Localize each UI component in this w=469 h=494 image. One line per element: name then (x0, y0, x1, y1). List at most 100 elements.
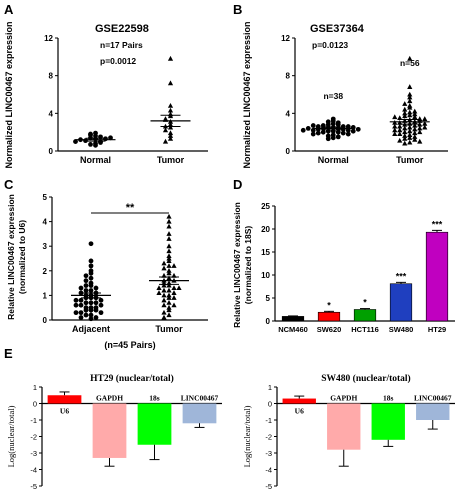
bar (281, 316, 305, 322)
x-tick-label: SW480 (389, 325, 414, 334)
data-point (407, 139, 413, 145)
data-point (402, 133, 408, 138)
y-tick-label: -4 (30, 466, 37, 475)
data-point (161, 297, 167, 303)
data-point (83, 273, 89, 279)
data-point (402, 110, 408, 116)
x-tick-label: U6 (60, 407, 69, 416)
y-tick-label: 5 (266, 294, 271, 303)
data-point (166, 287, 172, 293)
data-point (422, 116, 428, 121)
data-point (161, 292, 167, 298)
bar (92, 403, 127, 458)
x-tick-label: Tumor (157, 155, 185, 165)
data-point (167, 55, 174, 61)
data-point (167, 113, 174, 119)
data-point (407, 94, 413, 100)
data-point (412, 134, 418, 139)
data-point (167, 121, 174, 127)
data-point (88, 283, 94, 288)
data-point (355, 126, 361, 132)
chart-title: SW480 (nuclear/total) (321, 373, 410, 384)
data-point (392, 123, 398, 129)
data-point (330, 135, 336, 141)
y-tick-label: 0 (266, 317, 271, 326)
data-point (161, 302, 167, 308)
data-point (156, 290, 162, 295)
data-point (392, 114, 398, 120)
data-point (412, 108, 418, 114)
data-point (88, 131, 93, 137)
data-point (166, 270, 172, 276)
data-point (166, 299, 172, 305)
data-point (83, 283, 89, 288)
data-point (162, 138, 169, 144)
y-tick-label: -5 (265, 482, 272, 491)
panel-label-c: C (4, 177, 14, 192)
n-label: n=56 (400, 58, 420, 68)
data-point (335, 134, 341, 140)
data-point (161, 265, 167, 271)
data-point (161, 287, 167, 293)
bar (137, 403, 172, 445)
data-point (161, 314, 167, 320)
bar (47, 395, 82, 404)
x-tick-label: NCM460 (278, 325, 308, 334)
chart-note: n=17 Pairs (100, 40, 143, 50)
x-tick-label: GAPDH (330, 394, 357, 403)
data-point (93, 141, 98, 146)
data-point (166, 243, 172, 249)
x-tick-label: GAPDH (96, 394, 123, 403)
x-tick-label: Adjacent (72, 324, 110, 334)
data-point (88, 241, 94, 247)
data-point (167, 133, 174, 138)
y-tick-label: 1 (33, 383, 37, 392)
data-point (171, 285, 177, 291)
chart-title: HT29 (nuclear/total) (90, 373, 174, 384)
y-tick-label: 15 (261, 248, 270, 257)
y-axis-title: Normalized LINC00467 expression (4, 21, 14, 168)
data-point (412, 122, 418, 128)
data-point (166, 312, 172, 318)
data-point (402, 106, 408, 112)
bar (353, 309, 377, 322)
y-axis-title: Normalized LINC00467 expression (242, 21, 252, 168)
sig-label: ** (126, 202, 135, 214)
bar (182, 403, 217, 424)
data-point (166, 255, 172, 261)
bar (416, 403, 450, 420)
panel-label-b: B (233, 2, 242, 17)
data-point (166, 248, 172, 254)
y-tick-label: 0 (43, 316, 48, 325)
data-point (417, 125, 423, 131)
data-point (83, 288, 89, 293)
data-point (407, 55, 413, 61)
y-tick-label: -3 (265, 449, 272, 458)
data-point (330, 121, 336, 127)
data-point (397, 131, 403, 137)
data-point (166, 263, 172, 268)
data-point (83, 278, 89, 284)
y-tick-label: -5 (30, 482, 37, 491)
y-tick-label: 0 (33, 400, 37, 409)
data-point (88, 270, 94, 276)
data-point (98, 297, 104, 303)
data-point (166, 231, 172, 236)
data-point (422, 120, 428, 126)
bar (327, 403, 361, 450)
data-point (88, 142, 93, 147)
data-point (407, 104, 413, 110)
data-point (93, 130, 98, 136)
data-point (407, 132, 413, 137)
data-point (166, 292, 172, 298)
x-tick-label: 18s (383, 394, 394, 403)
data-point (166, 268, 172, 273)
data-point (407, 128, 413, 134)
data-point (166, 213, 172, 219)
data-point (402, 113, 408, 119)
y-tick-label: 4 (43, 218, 48, 227)
data-point (167, 80, 174, 86)
data-point (392, 131, 398, 137)
data-point (83, 307, 89, 313)
